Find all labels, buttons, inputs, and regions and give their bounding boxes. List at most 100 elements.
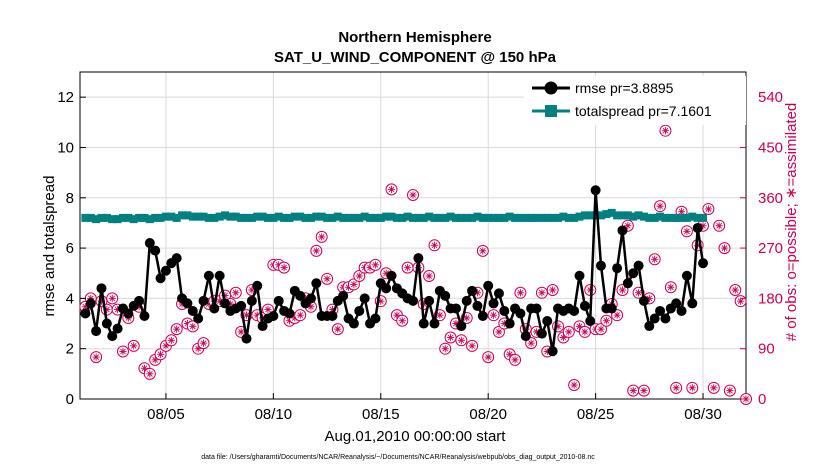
rmse-point	[236, 300, 247, 311]
totalspread-point	[92, 215, 101, 224]
totalspread-point	[333, 212, 342, 221]
obs-asterisk-stroke	[727, 387, 733, 394]
totalspread-point	[108, 215, 117, 224]
rmse-point	[150, 245, 161, 256]
obs-asterisk-stroke	[453, 320, 459, 327]
obs-asterisk-stroke	[485, 354, 492, 360]
rmse-point	[91, 326, 102, 337]
obs-count-point	[143, 367, 156, 380]
totalspread-point	[682, 213, 691, 222]
obs-count-point	[702, 202, 715, 215]
totalspread-point	[135, 213, 144, 222]
totalspread-point	[548, 213, 557, 222]
totalspread-point	[328, 213, 337, 222]
totalspread-point	[489, 213, 498, 222]
obs-count-markers	[79, 124, 752, 405]
series-totalspread	[81, 208, 708, 224]
obs-count-point	[455, 334, 468, 347]
rmse-point	[499, 305, 510, 316]
rmse-point	[676, 305, 687, 316]
obs-asterisk-stroke	[667, 284, 674, 291]
obs-count-point	[686, 381, 699, 394]
totalspread-point	[323, 213, 332, 222]
totalspread-point	[478, 213, 487, 222]
rmse-point	[429, 318, 440, 329]
obs-asterisk-stroke	[308, 303, 314, 310]
y-tick-label: 2	[66, 341, 74, 358]
rmse-point	[536, 328, 547, 339]
rmse-point	[456, 321, 467, 332]
totalspread-point	[699, 213, 708, 222]
obs-count-point	[718, 242, 731, 255]
obs-asterisk-stroke	[474, 289, 481, 296]
totalspread-point	[656, 212, 665, 221]
totalspread-point	[564, 213, 573, 222]
rmse-point	[612, 263, 623, 274]
rmse-point	[483, 280, 494, 291]
obs-asterisk-stroke	[490, 312, 497, 319]
totalspread-point	[457, 213, 466, 222]
obs-asterisk-stroke	[673, 384, 680, 391]
obs-asterisk-stroke	[614, 312, 620, 319]
rmse-point	[617, 225, 628, 236]
totalspread-point	[371, 213, 380, 222]
rmse-point	[698, 258, 709, 269]
obs-asterisk-stroke	[318, 234, 325, 240]
totalspread-point	[613, 211, 622, 220]
obs-count-point	[482, 351, 495, 364]
totalspread-point	[575, 212, 584, 221]
obs-asterisk-stroke	[479, 248, 486, 254]
totalspread-point	[312, 212, 321, 221]
rmse-point	[160, 265, 171, 276]
totalspread-point	[618, 211, 627, 220]
totalspread-point	[387, 212, 396, 221]
totalspread-point	[559, 212, 568, 221]
obs-asterisk-stroke	[737, 298, 744, 305]
obs-asterisk-stroke	[528, 340, 535, 346]
totalspread-point	[366, 213, 375, 222]
totalspread-point	[317, 212, 326, 221]
obs-count-point	[713, 219, 726, 232]
y-tick-label: 6	[66, 240, 74, 257]
rmse-point	[644, 321, 655, 332]
y-tick-label: 4	[66, 290, 74, 307]
obs-count-point	[186, 320, 199, 333]
data-file-footnote: data file: /Users/gharamti/Documents/NCA…	[201, 454, 595, 461]
obs-asterisk-stroke	[377, 298, 384, 305]
obs-count-point	[197, 337, 210, 350]
y-tick-label: 8	[66, 190, 74, 207]
legend: rmse pr=3.8895 totalspread pr=7.1601	[524, 76, 746, 125]
obs-asterisk-stroke	[469, 343, 475, 349]
rmse-point	[638, 295, 649, 306]
rmse-point	[193, 313, 204, 324]
legend-totalspread-marker	[545, 105, 557, 117]
totalspread-point	[484, 213, 493, 222]
rmse-point	[477, 310, 488, 321]
rmse-point	[472, 300, 483, 311]
obs-asterisk-stroke	[463, 315, 470, 321]
obs-asterisk-stroke	[404, 264, 411, 271]
totalspread-point	[473, 212, 482, 221]
obs-asterisk-stroke	[689, 384, 696, 391]
obs-asterisk-stroke	[549, 287, 556, 293]
rmse-point	[273, 295, 284, 306]
totalspread-point	[161, 212, 170, 221]
x-tick-label: 08/25	[577, 406, 615, 423]
obs-count-point	[310, 244, 323, 257]
rmse-point	[569, 305, 580, 316]
totalspread-point	[151, 213, 160, 222]
rmse-point	[622, 278, 633, 289]
totalspread-point	[494, 213, 503, 222]
rmse-point	[467, 285, 478, 296]
rmse-point	[649, 313, 660, 324]
obs-count-point	[127, 339, 140, 352]
rmse-point	[633, 260, 644, 271]
obs-asterisk-stroke	[582, 329, 588, 335]
totalspread-point	[258, 212, 267, 221]
obs-asterisk-stroke	[684, 228, 690, 235]
obs-count-point	[315, 230, 328, 243]
obs-asterisk-stroke	[496, 329, 502, 335]
totalspread-point	[430, 213, 439, 222]
rmse-point	[488, 298, 499, 309]
y2-tick-label: 450	[758, 139, 783, 156]
